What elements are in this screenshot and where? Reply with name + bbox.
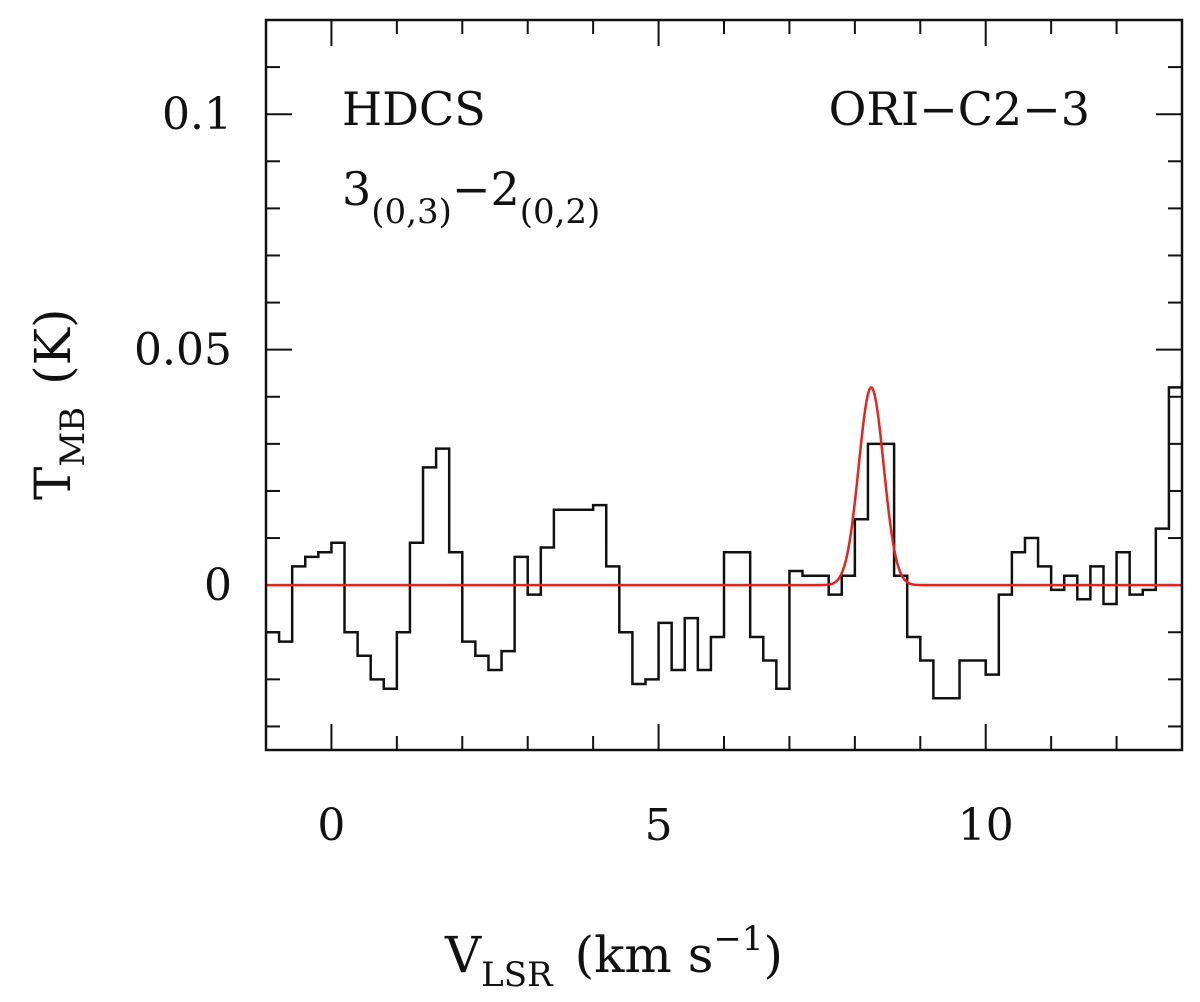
y-tick-label: 0.05 [134, 325, 232, 376]
x-axis-label: VLSR (km s−1) [444, 919, 783, 995]
x-axis-label-sup: −1 [713, 919, 763, 959]
y-axis-label-main: T [24, 467, 82, 500]
molecule-label: HDCS [342, 82, 486, 136]
source-label: ORI−C2−3 [829, 82, 1090, 136]
x-tick-label: 0 [317, 800, 345, 851]
y-axis-label: TMB (K) [24, 308, 93, 500]
y-axis-label-sub: MB [53, 407, 93, 467]
transition-lower: 2 [490, 162, 519, 216]
transition-upper: 3 [342, 162, 371, 216]
series-observed-spectrum [266, 381, 1182, 700]
x-axis-label-main: V [444, 926, 482, 984]
x-axis-label-units: (km s [575, 926, 714, 984]
transition-upper-sub: (0,3) [371, 192, 452, 232]
y-tick-label: 0 [204, 560, 232, 611]
tick-labels: 0 5 10 0 0.05 0.1 [134, 89, 1014, 851]
x-axis-label-close: ) [764, 926, 784, 984]
x-axis-label-sub: LSR [481, 955, 554, 995]
series-gaussian-fit [266, 386, 1182, 587]
transition-dash: − [452, 162, 491, 216]
transition-lower-sub: (0,2) [520, 192, 601, 232]
x-tick-label: 5 [645, 800, 673, 851]
y-axis-label-units: (K) [24, 308, 82, 384]
x-tick-label: 10 [958, 800, 1014, 851]
plot-frame [264, 18, 1184, 752]
series-layer [266, 381, 1182, 700]
transition-label: 3(0,3)−2(0,2) [342, 162, 600, 232]
y-tick-label: 0.1 [162, 89, 232, 140]
